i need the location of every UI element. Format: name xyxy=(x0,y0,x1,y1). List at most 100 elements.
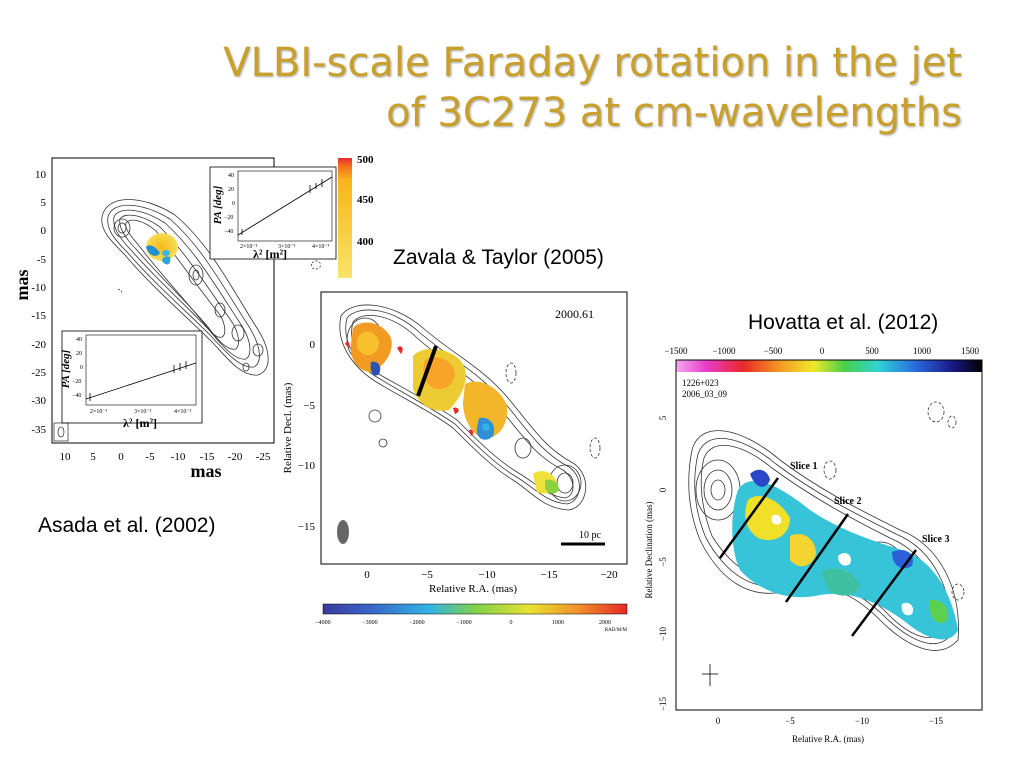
zavala-y-tick: −15 xyxy=(298,521,316,533)
asada-x-tick: -5 xyxy=(145,451,155,463)
asada-x-label: mas xyxy=(191,461,222,480)
asada-y-ticks: 10 5 0 -5 -10 -15 -20 -25 -30 -35 xyxy=(31,169,46,436)
hovatta-colorbar-tick: −1000 xyxy=(712,346,736,356)
figure-asada: 10 5 0 -5 -10 -15 -20 -25 -30 -35 10 5 0… xyxy=(12,155,374,480)
zavala-colorbar-units: RAD/M/M xyxy=(605,628,628,633)
asada-x-tick: -25 xyxy=(256,451,271,463)
zavala-y-tick: −10 xyxy=(298,460,316,472)
caption-asada: Asada et al. (2002) xyxy=(38,514,216,537)
zavala-colorbar-tick: −1000 xyxy=(456,620,471,626)
inset-1-y-tick: 20 xyxy=(228,187,234,193)
zavala-x-tick: −15 xyxy=(540,569,558,581)
inset-2-x-label: λ² [m²] xyxy=(123,416,157,430)
asada-y-tick: -5 xyxy=(37,254,47,266)
zavala-x-tick: −10 xyxy=(478,569,496,581)
hovatta-colorbar-tick: 500 xyxy=(865,346,879,356)
hovatta-x-ticks: 0 −5 −10 −15 xyxy=(716,716,944,726)
asada-inset-2: 40 20 0 −20 −40 2×10⁻³ 3×10⁻³ 4×10⁻³ λ² … xyxy=(60,330,203,430)
zavala-colorbar-tick: −3000 xyxy=(362,620,377,626)
inset-1-y-tick: −40 xyxy=(224,229,233,235)
hovatta-colorbar-ticks: −1500 −1000 −500 0 500 1000 1500 xyxy=(664,346,979,356)
zavala-y-tick: 0 xyxy=(310,339,316,351)
asada-colorbar xyxy=(338,158,352,278)
asada-x-tick: -10 xyxy=(171,451,186,463)
figure-hovatta: −1500 −1000 −500 0 500 1000 1500 1226+02… xyxy=(644,346,983,744)
hovatta-date: 2006_03_09 xyxy=(682,389,728,399)
zavala-x-tick: −20 xyxy=(600,569,618,581)
hovatta-plot-frame xyxy=(675,359,983,711)
asada-y-tick: -35 xyxy=(31,424,46,436)
hovatta-slice-1-label: Slice 1 xyxy=(790,461,818,472)
hovatta-colorbar-tick: 1000 xyxy=(913,346,932,356)
zavala-y-tick: −5 xyxy=(303,400,315,412)
inset-2-x-tick: 4×10⁻³ xyxy=(174,409,192,415)
asada-x-tick: -15 xyxy=(200,451,215,463)
inset-2-fit-line xyxy=(85,362,197,400)
asada-contours xyxy=(101,199,321,376)
inset-2-x-tick: 3×10⁻³ xyxy=(134,409,152,415)
hovatta-source: 1226+023 xyxy=(682,378,719,388)
inset-2-x-tick: 2×10⁻³ xyxy=(90,409,108,415)
zavala-beam xyxy=(337,520,349,544)
inset-2-y-label: PA [deg] xyxy=(60,349,72,388)
hovatta-colorbar-tick: 1500 xyxy=(961,346,980,356)
asada-inset-1: 40 20 0 −20 −40 2×10⁻³ 3×10⁻³ 4×10⁻³ λ² … xyxy=(209,166,337,261)
zavala-rm-map xyxy=(345,322,559,494)
zavala-x-tick: −5 xyxy=(421,569,433,581)
asada-colorbar-ticks: 500 450 400 xyxy=(357,155,374,248)
asada-y-tick: 0 xyxy=(41,225,47,237)
asada-y-label: mas xyxy=(12,270,32,301)
hovatta-slice-3-line xyxy=(850,549,918,637)
asada-plot-frame xyxy=(51,157,275,444)
hovatta-y-ticks: 5 0 −5 −10 −15 xyxy=(658,415,668,711)
inset-2-y-tick: 40 xyxy=(76,337,82,343)
inset-2-y-tick: −40 xyxy=(72,393,81,399)
hovatta-slice-1-line xyxy=(718,477,780,559)
hovatta-colorbar-tick: −1500 xyxy=(664,346,688,356)
hovatta-slice-2-label: Slice 2 xyxy=(834,496,862,507)
inset-1-y-label: PA [deg] xyxy=(212,185,224,224)
hovatta-x-tick: −15 xyxy=(929,716,944,726)
hovatta-beam xyxy=(702,664,718,686)
asada-x-tick: 5 xyxy=(90,451,96,463)
hovatta-slice-3-label: Slice 3 xyxy=(922,534,950,545)
zavala-colorbar xyxy=(322,603,628,615)
hovatta-y-label: Relative Declination (mas) xyxy=(644,502,654,599)
zavala-x-label: Relative R.A. (mas) xyxy=(429,583,517,595)
asada-colorbar-tick: 450 xyxy=(357,194,374,206)
zavala-colorbar-tick: 2000 xyxy=(599,620,611,626)
slide-title-line-1: VLBI-scale Faraday rotation in the jet xyxy=(223,40,962,86)
asada-y-tick: -30 xyxy=(31,395,46,407)
asada-x-ticks: 10 5 0 -5 -10 -15 -20 -25 xyxy=(60,451,271,463)
hovatta-x-tick: 0 xyxy=(716,716,721,726)
asada-y-tick: -15 xyxy=(31,310,46,322)
hovatta-colorbar-tick: −500 xyxy=(764,346,783,356)
figure-zavala: 2000.61 10 xyxy=(283,291,628,633)
zavala-x-tick: 0 xyxy=(364,569,370,581)
asada-y-tick: -10 xyxy=(31,282,46,294)
inset-1-y-tick: 40 xyxy=(228,173,234,179)
inset-1-x-tick: 3×10⁻³ xyxy=(278,244,296,250)
inset-2-y-tick: −20 xyxy=(72,379,81,385)
inset-1-y-tick: 0 xyxy=(232,201,235,207)
hovatta-y-tick: 0 xyxy=(658,487,668,492)
asada-rm-map xyxy=(146,233,178,265)
zavala-x-ticks: 0 −5 −10 −15 −20 xyxy=(364,569,618,581)
zavala-y-label: Relative Decl. (mas) xyxy=(283,382,294,473)
asada-x-tick: 0 xyxy=(118,451,124,463)
inset-1-x-label: λ² [m²] xyxy=(253,247,287,261)
zavala-slice-line xyxy=(416,345,438,397)
asada-y-tick: 10 xyxy=(35,169,47,181)
hovatta-y-tick: −10 xyxy=(658,626,668,641)
zavala-colorbar-tick: 1000 xyxy=(552,620,564,626)
hovatta-x-label: Relative R.A. (mas) xyxy=(792,734,864,744)
asada-y-tick: -25 xyxy=(31,367,46,379)
asada-y-tick: 5 xyxy=(41,197,47,209)
asada-x-tick: 10 xyxy=(60,451,72,463)
inset-1-x-tick: 4×10⁻³ xyxy=(312,244,330,250)
caption-zavala: Zavala & Taylor (2005) xyxy=(393,246,604,269)
hovatta-y-tick: −5 xyxy=(658,557,668,567)
hovatta-x-tick: −10 xyxy=(855,716,870,726)
asada-beam-box xyxy=(53,422,69,442)
asada-colorbar-tick: 500 xyxy=(357,155,374,166)
